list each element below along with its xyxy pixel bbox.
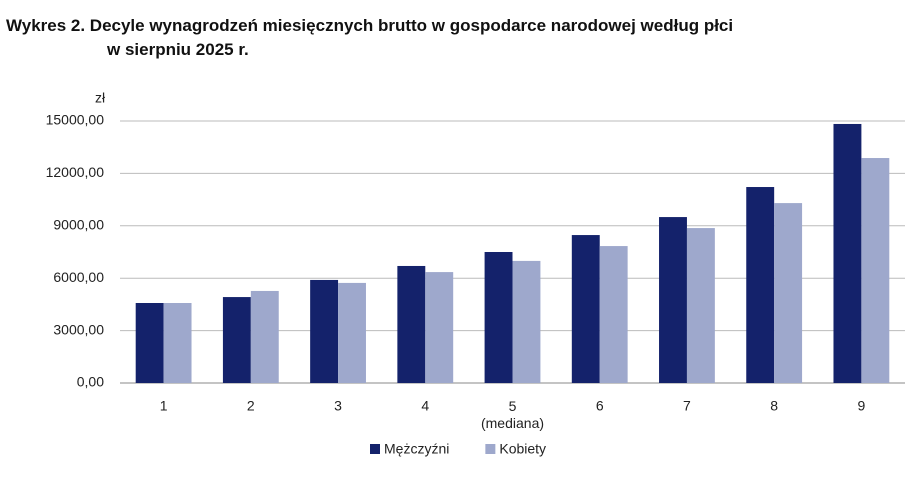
bar — [686, 228, 715, 383]
bar — [659, 217, 687, 383]
bar — [135, 303, 164, 383]
x-tick-label: 3 — [334, 398, 342, 414]
legend-label: Mężczyźni — [384, 441, 449, 457]
bar — [397, 265, 426, 383]
y-tick-label: 6000,00 — [53, 269, 104, 285]
x-tick-label: 8 — [770, 398, 778, 414]
bar — [599, 246, 628, 383]
bar — [250, 290, 279, 383]
bar — [222, 297, 251, 383]
x-tick-label: 1 — [160, 398, 168, 414]
legend-swatch — [485, 444, 496, 454]
bar — [425, 272, 454, 383]
bar — [774, 203, 803, 383]
bar — [310, 279, 339, 383]
x-tick-label: 5 (mediana) — [481, 398, 544, 431]
bar — [338, 282, 366, 383]
bar — [571, 235, 600, 383]
x-tick-label: 7 — [683, 398, 691, 414]
chart-title: Wykres 2. Decyle wynagrodzeń miesięcznyc… — [6, 16, 734, 59]
bar — [484, 252, 513, 383]
x-tick-label: 2 — [247, 398, 255, 414]
bar — [512, 260, 541, 383]
bar — [163, 303, 192, 383]
bar — [861, 158, 890, 383]
x-tick-label: 4 — [421, 398, 429, 414]
legend-label: Kobiety — [499, 441, 546, 457]
y-axis-unit: zł — [95, 90, 106, 106]
y-tick-label: 15000,00 — [46, 112, 105, 128]
y-tick-label: 0,00 — [77, 374, 104, 390]
bar — [746, 187, 775, 383]
x-tick-label: 9 — [857, 398, 865, 414]
x-tick-label: 6 — [596, 398, 604, 414]
y-tick-label: 12000,00 — [46, 164, 105, 180]
y-tick-label: 3000,00 — [53, 321, 104, 337]
legend-swatch — [370, 444, 380, 454]
bar — [833, 123, 862, 383]
y-tick-label: 9000,00 — [53, 217, 104, 233]
